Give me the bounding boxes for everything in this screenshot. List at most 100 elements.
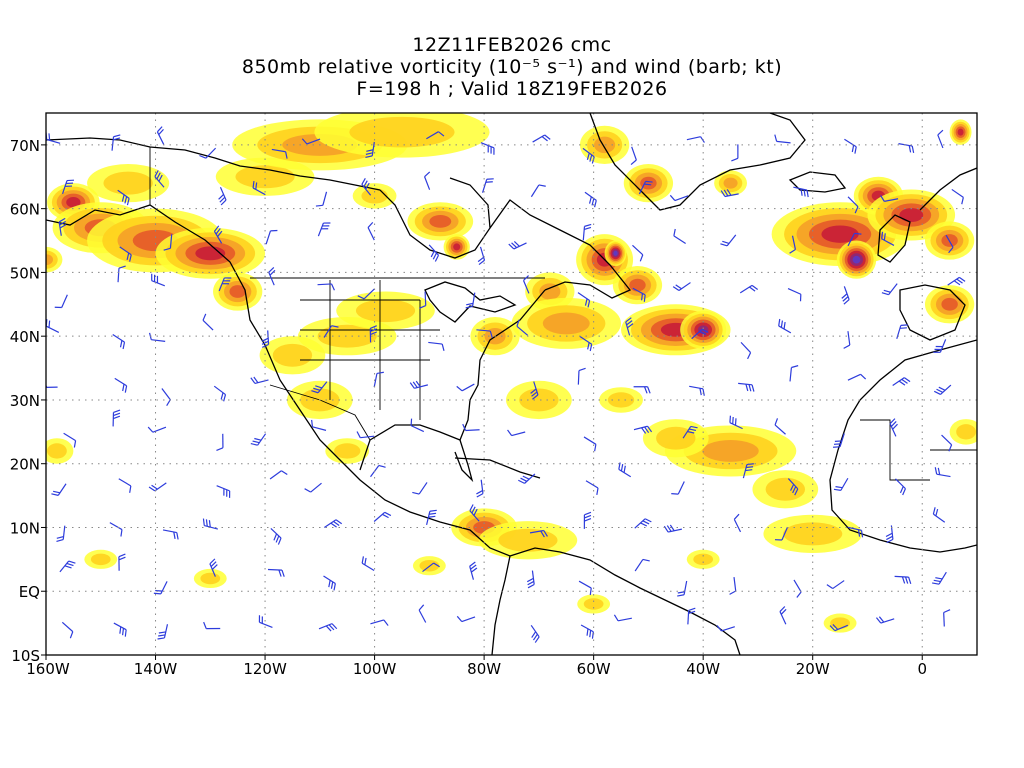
vorticity-contour [229, 285, 246, 298]
vorticity-contour [200, 572, 221, 585]
wind-barb [526, 570, 535, 589]
wind-barb [111, 134, 121, 151]
x-tick-label: 60W [577, 660, 611, 678]
y-tick-label: 30N [10, 392, 40, 410]
wind-barb [118, 553, 126, 571]
coastline-hudson-bay [379, 177, 491, 259]
wind-barb [317, 222, 331, 237]
vorticity-layer [46, 113, 977, 633]
wind-barb [258, 615, 273, 629]
wind-barb [729, 577, 737, 595]
wind-barb [218, 186, 227, 206]
wind-barb [740, 341, 752, 360]
wind-barb [157, 624, 169, 640]
vorticity-contour [656, 426, 696, 450]
wind-barb [847, 232, 862, 247]
wind-barb [269, 470, 288, 480]
vorticity-contour [334, 443, 361, 459]
x-tick-label: 140W [134, 660, 178, 678]
wind-barb [199, 147, 217, 159]
wind-barb [151, 273, 166, 287]
wind-barb [787, 288, 802, 302]
wind-barb [932, 507, 946, 523]
wind-barb [117, 189, 130, 206]
wind-barb [422, 562, 440, 573]
wind-barb [934, 467, 951, 478]
wind-barb [317, 283, 335, 291]
wind-barb [774, 418, 786, 435]
coastlines [46, 113, 977, 655]
wind-barb [787, 478, 799, 496]
wind-barb [633, 425, 653, 434]
wind-barb [669, 194, 689, 202]
wind-barb [476, 479, 484, 498]
wind-barb [582, 147, 595, 164]
wind-barb [311, 381, 328, 394]
wind-barb [739, 284, 759, 294]
wind-barb [583, 436, 597, 452]
vorticity-contour [830, 617, 850, 629]
wind-barb [119, 246, 132, 262]
wind-barb [356, 431, 375, 439]
wind-barb [216, 485, 231, 498]
wind-barb [46, 132, 61, 144]
wind-barb [826, 580, 845, 590]
wind-barb [202, 313, 214, 331]
vorticity-contour [539, 283, 561, 300]
y-axis-ticks: 10S EQ 10N 20N 30N 40N 50N 60N 70N [10, 137, 46, 665]
wind-barb [731, 144, 739, 162]
wind-barb [720, 234, 737, 247]
wind-barb [209, 558, 218, 577]
wind-barb [583, 511, 592, 529]
wind-barb [880, 195, 899, 202]
vorticity-contour [583, 598, 604, 610]
wind-barb [638, 180, 653, 195]
coastline-us-east [359, 289, 546, 471]
title-line-3: F=198 h ; Valid 18Z19FEB2026 [356, 78, 668, 100]
x-tick-label: 160W [26, 660, 70, 678]
wind-barb [516, 319, 529, 336]
wind-barb [687, 607, 696, 625]
y-tick-label: 70N [10, 137, 40, 155]
vorticity-contour [783, 522, 843, 546]
wind-barb [774, 134, 791, 144]
wind-barb [720, 189, 739, 198]
wind-barb [729, 415, 743, 430]
wind-barb [426, 509, 437, 526]
coastline-iberia [899, 284, 966, 341]
wind-barb [252, 180, 266, 196]
wind-barb [582, 223, 592, 241]
wind-barb [945, 234, 954, 254]
wind-barb [530, 624, 540, 643]
vorticity-contour [361, 188, 388, 204]
wind-barb [428, 341, 445, 351]
wind-barb [632, 244, 644, 262]
wind-barb [63, 432, 77, 448]
country-borders [149, 147, 977, 481]
wind-barb [682, 425, 698, 439]
wind-barb [673, 228, 686, 244]
vorticity-contour [765, 477, 806, 501]
x-tick-label: 20W [796, 660, 830, 678]
vorticity-contour [542, 312, 590, 335]
vorticity-contour [899, 208, 924, 222]
y-tick-label: 50N [10, 264, 40, 282]
wind-barb [618, 462, 632, 478]
wind-barb [367, 221, 375, 241]
great-lakes [424, 281, 517, 323]
wind-barb [579, 336, 593, 352]
wind-barb [518, 473, 536, 484]
vorticity-contour [956, 424, 976, 440]
wind-barb [412, 482, 428, 495]
wind-barbs [46, 126, 966, 643]
vorticity-contour [607, 392, 635, 408]
wind-barb [418, 604, 427, 623]
vorticity-contour [103, 171, 153, 195]
wind-barb [318, 623, 338, 632]
wind-barb [932, 571, 947, 585]
y-tick-label: 10N [10, 519, 40, 537]
wind-barb [56, 525, 66, 542]
wind-barb [677, 580, 688, 597]
wind-barb [585, 480, 599, 495]
